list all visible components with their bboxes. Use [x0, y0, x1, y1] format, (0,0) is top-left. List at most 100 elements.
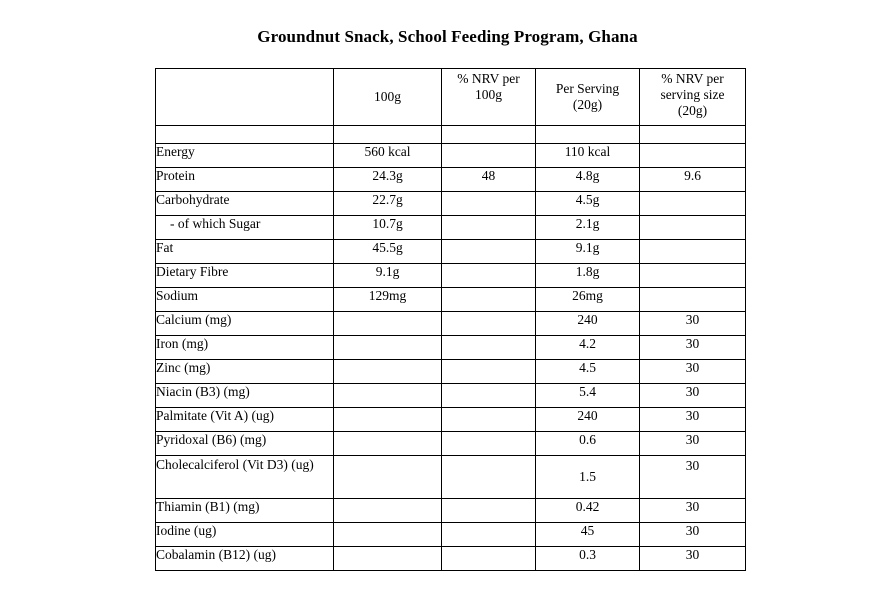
table-row: Iodine (ug) 45 30 — [155, 522, 746, 547]
nutrient-label: Energy — [155, 143, 334, 168]
value-per-serving: 1.5 — [535, 455, 640, 499]
value-per-serving: 4.5 — [535, 359, 640, 384]
table-header-row: 100g % NRV per 100g Per Serving (20g) % … — [155, 68, 746, 126]
value-nrv-per-serving: 30 — [639, 431, 746, 456]
table-row: Energy 560 kcal 110 kcal — [155, 143, 746, 168]
spacer-cell-nutrient — [155, 125, 334, 144]
spacer-cell-nrv-serving — [639, 125, 746, 144]
value-per-serving: 2.1g — [535, 215, 640, 240]
value-per-serving: 0.6 — [535, 431, 640, 456]
table-row: Sodium 129mg 26mg — [155, 287, 746, 312]
value-nrv-per-100g — [441, 335, 536, 360]
value-per-serving: 240 — [535, 407, 640, 432]
value-per-serving: 4.2 — [535, 335, 640, 360]
value-nrv-per-serving: 30 — [639, 407, 746, 432]
column-header-per-serving-line2: (20g) — [572, 97, 603, 112]
value-per-serving: 5.4 — [535, 383, 640, 408]
value-per-100g — [333, 522, 442, 547]
value-per-100g — [333, 407, 442, 432]
value-per-100g: 9.1g — [333, 263, 442, 288]
value-nrv-per-serving — [639, 287, 746, 312]
value-per-100g — [333, 498, 442, 523]
value-nrv-per-100g — [441, 546, 536, 571]
value-nrv-per-serving — [639, 263, 746, 288]
nutrient-label: Palmitate (Vit A) (ug) — [155, 407, 334, 432]
value-nrv-per-serving: 30 — [639, 359, 746, 384]
value-nrv-per-serving — [639, 143, 746, 168]
value-per-100g — [333, 431, 442, 456]
nutrient-label: - of which Sugar — [155, 215, 334, 240]
value-nrv-per-100g — [441, 359, 536, 384]
column-header-per-serving-line1: Per Serving — [555, 81, 620, 96]
value-nrv-per-100g — [441, 407, 536, 432]
value-per-100g: 560 kcal — [333, 143, 442, 168]
column-header-nutrient — [155, 68, 334, 126]
value-per-serving: 4.8g — [535, 167, 640, 192]
value-nrv-per-serving: 30 — [639, 335, 746, 360]
spacer-cell-nrv-100g — [441, 125, 536, 144]
value-per-serving: 1.8g — [535, 263, 640, 288]
value-per-100g — [333, 383, 442, 408]
column-header-per-100g-text: 100g — [374, 89, 401, 104]
value-nrv-per-serving — [639, 239, 746, 264]
nutrition-table-container: 100g % NRV per 100g Per Serving (20g) % … — [155, 68, 746, 571]
nutrition-table: 100g % NRV per 100g Per Serving (20g) % … — [155, 68, 746, 571]
column-header-nrv-per-serving-line1: % NRV per — [661, 71, 724, 86]
value-per-100g: 24.3g — [333, 167, 442, 192]
value-per-100g — [333, 311, 442, 336]
table-row: Thiamin (B1) (mg) 0.42 30 — [155, 498, 746, 523]
table-row: Niacin (B3) (mg) 5.4 30 — [155, 383, 746, 408]
nutrient-label: Thiamin (B1) (mg) — [155, 498, 334, 523]
table-row: Pyridoxal (B6) (mg) 0.6 30 — [155, 431, 746, 456]
column-header-per-100g: 100g — [333, 68, 442, 126]
column-header-nrv-per-serving-line3: (20g) — [677, 103, 708, 118]
value-nrv-per-serving: 30 — [639, 311, 746, 336]
nutrient-label: Dietary Fibre — [155, 263, 334, 288]
value-per-serving: 110 kcal — [535, 143, 640, 168]
nutrient-label: Fat — [155, 239, 334, 264]
spacer-cell-per-serving — [535, 125, 640, 144]
nutrient-label: Niacin (B3) (mg) — [155, 383, 334, 408]
value-nrv-per-100g — [441, 239, 536, 264]
value-nrv-per-serving: 30 — [639, 522, 746, 547]
column-header-nrv-per-100g-line1: % NRV per — [457, 71, 520, 86]
value-nrv-per-100g — [441, 455, 536, 499]
table-row: Dietary Fibre 9.1g 1.8g — [155, 263, 746, 288]
value-per-serving: 26mg — [535, 287, 640, 312]
spacer-cell-per-100g — [333, 125, 442, 144]
value-nrv-per-serving — [639, 215, 746, 240]
value-per-100g — [333, 546, 442, 571]
table-spacer-row — [155, 125, 746, 144]
nutrient-label: Cholecalciferol (Vit D3) (ug) — [155, 455, 334, 499]
table-row: Cholecalciferol (Vit D3) (ug) 1.5 30 — [155, 455, 746, 499]
table-row: Iron (mg) 4.2 30 — [155, 335, 746, 360]
column-header-nrv-per-100g-line2: 100g — [475, 87, 502, 102]
nutrient-label: Iron (mg) — [155, 335, 334, 360]
value-nrv-per-100g — [441, 143, 536, 168]
value-per-serving: 4.5g — [535, 191, 640, 216]
value-nrv-per-serving: 30 — [639, 455, 746, 499]
value-nrv-per-serving: 30 — [639, 546, 746, 571]
value-per-100g — [333, 335, 442, 360]
column-header-nrv-per-serving-line2: serving size — [660, 87, 725, 102]
value-nrv-per-100g — [441, 498, 536, 523]
nutrient-label: Protein — [155, 167, 334, 192]
value-nrv-per-100g — [441, 431, 536, 456]
value-nrv-per-serving: 30 — [639, 498, 746, 523]
nutrient-label: Sodium — [155, 287, 334, 312]
column-header-per-serving: Per Serving (20g) — [535, 68, 640, 126]
table-row: Cobalamin (B12) (ug) 0.3 30 — [155, 546, 746, 571]
value-nrv-per-100g — [441, 522, 536, 547]
table-body: Energy 560 kcal 110 kcal Protein 24.3g 48 4.8g… — [155, 125, 746, 571]
table-row: Fat 45.5g 9.1g — [155, 239, 746, 264]
value-per-100g — [333, 359, 442, 384]
value-nrv-per-serving — [639, 191, 746, 216]
value-nrv-per-serving: 30 — [639, 383, 746, 408]
nutrient-label: Carbohydrate — [155, 191, 334, 216]
value-nrv-per-100g: 48 — [441, 167, 536, 192]
nutrient-label: Calcium (mg) — [155, 311, 334, 336]
value-per-100g: 45.5g — [333, 239, 442, 264]
value-per-serving: 0.42 — [535, 498, 640, 523]
column-header-nrv-per-100g: % NRV per 100g — [441, 68, 536, 126]
